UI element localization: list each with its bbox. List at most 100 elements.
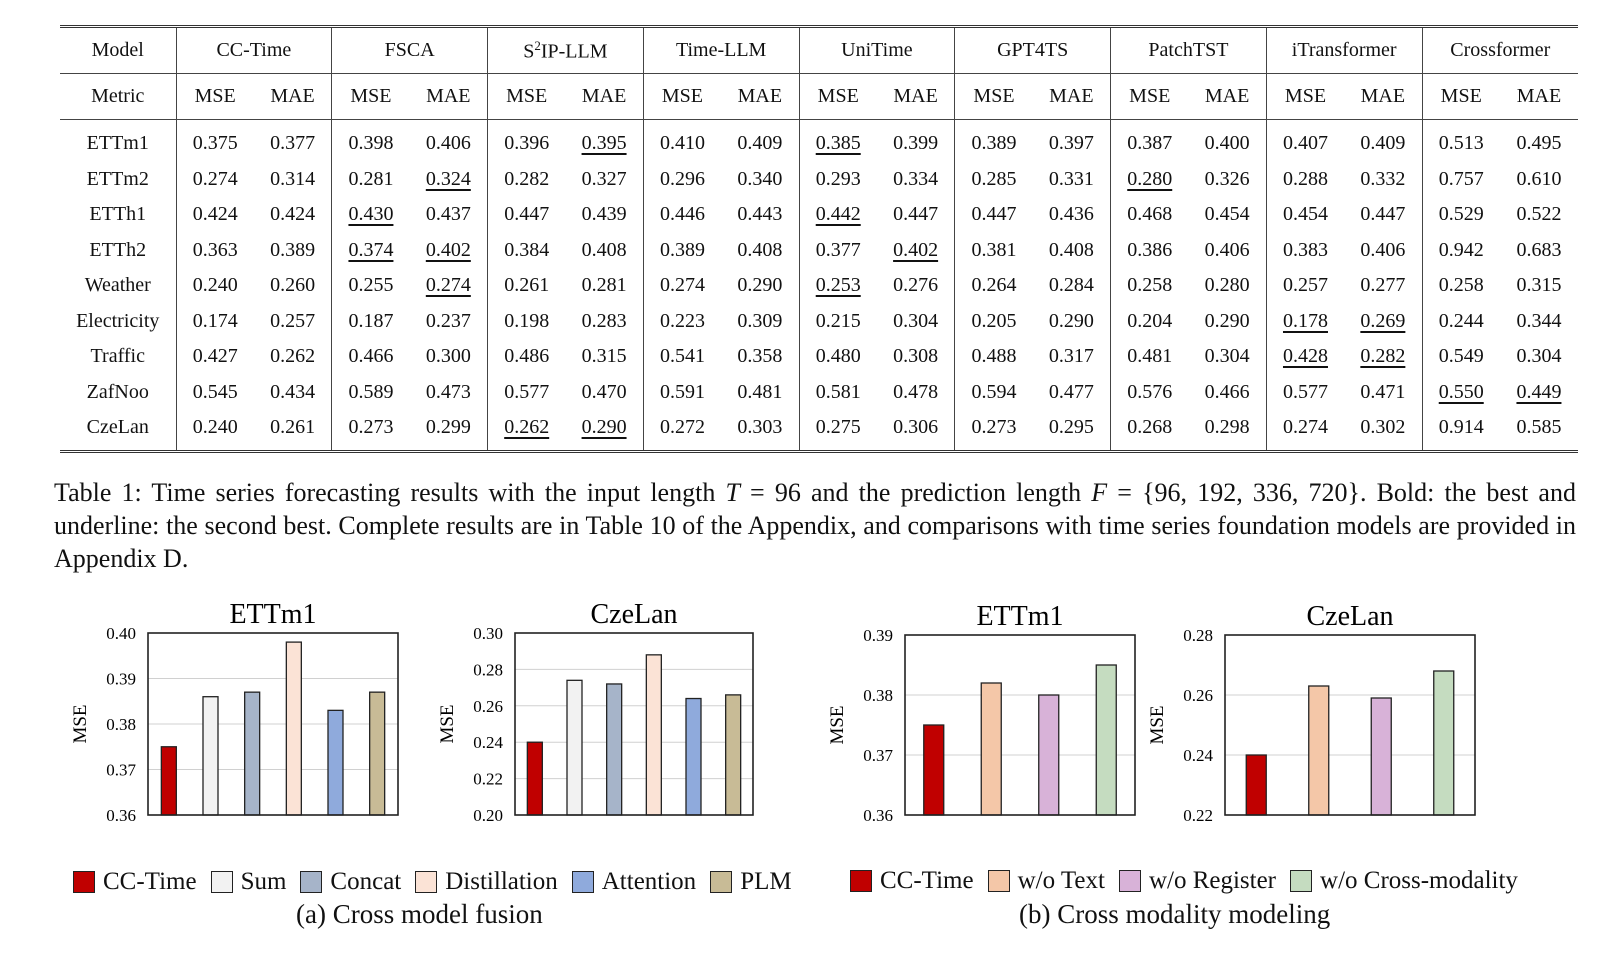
plot-frame [904,634,1136,816]
y-tick-label: 0.38 [106,715,136,734]
table-cell: 0.309 [721,303,800,339]
caption-math-t: T [725,478,740,507]
legend-label: Attention [601,868,697,895]
table-cell: 0.253 [815,274,861,297]
table-cell: 0.757 [1438,167,1484,190]
table-cell: 0.299 [409,410,488,451]
table-row: Weather 0.240 0.260 0.255 0.274 0.261 0.281 0.2… [60,268,1578,304]
y-axis-label: MSE [1147,705,1168,744]
table-cell: 0.283 [565,303,644,339]
table-cell: 0.486 [504,345,550,368]
table-cell: 0.257 [1282,274,1328,297]
legend-swatch [415,871,438,893]
table-cell: 0.296 [659,167,705,190]
bar-sum [566,679,583,816]
table-cell: 0.260 [253,268,333,304]
table-cell: 0.402 [409,232,488,268]
legend-swatch [300,871,323,893]
table-cell: 0.545 [192,380,238,403]
table-cell: 0.187 [348,309,394,332]
table-cell: 0.381 [971,238,1017,261]
table-cell: 0.308 [876,339,956,375]
table-cell: 0.424 [253,197,333,233]
table-cell: 0.280 [1188,268,1267,304]
table-cell: 0.327 [565,161,644,197]
table-cell: 0.326 [1188,161,1267,197]
table-cell: 0.277 [1344,268,1423,304]
table-cell: 0.387 [1127,132,1173,155]
y-tick-label: 0.20 [473,806,503,825]
table-cell: 0.375 [192,132,238,155]
legend-swatch [710,871,733,893]
table-cell: 0.409 [721,119,800,162]
table-cell: 0.204 [1127,309,1173,332]
table-cell: 0.683 [1516,238,1562,261]
table-cell: 0.443 [721,197,800,233]
table-cell: 0.427 [192,345,238,368]
table-cell: 0.282 [1344,339,1423,375]
table-cell: 0.274 [1282,416,1328,439]
table-cell: 0.240 [192,274,238,297]
bar-w-o-register [1370,697,1392,816]
bar-w-o-text [1308,685,1330,816]
table-cell: 0.363 [192,238,238,261]
table-cell: 0.406 [1188,232,1267,268]
table-row: ETTh2 0.363 0.389 0.374 0.402 0.384 0.408 0.389… [60,232,1578,268]
caption-math-f: F [1091,478,1108,507]
table-cell: 0.480 [815,345,861,368]
legend-swatch [1118,870,1141,892]
legend-swatch [850,870,872,892]
table-cell: 0.529 [1438,203,1484,226]
metric-header-mse: MSE [487,73,566,120]
bar-concat [244,691,261,816]
metric-label: Metric [60,73,177,120]
table-cell: 0.334 [876,161,956,197]
table-cell: 0.471 [1344,374,1423,410]
dataset-name: ETTm2 [60,161,177,197]
model-header: iTransformer [1266,26,1423,74]
table-cell: 0.522 [1516,203,1562,226]
table-cell: 0.402 [876,232,956,268]
table-cell: 0.340 [721,161,800,197]
table-body: ETTm1 0.375 0.377 0.398 0.406 0.396 0.395 0.410… [60,119,1578,451]
legend-modality: CC-Time w/o Text w/o Register w/o Cross-mod… [850,867,1532,895]
y-tick-label: 0.26 [473,697,503,716]
table-cell: 0.285 [971,167,1017,190]
table-cell: 0.276 [876,268,956,304]
legend-item: Attention [571,868,697,896]
model-header: CC-Time [176,26,333,74]
table-cell: 0.237 [409,303,488,339]
table-cell: 0.398 [348,132,394,155]
table-row: Electricity 0.174 0.257 0.187 0.237 0.198 0.28… [60,303,1578,339]
table-cell: 0.261 [504,274,550,297]
table-cell: 0.290 [721,268,800,304]
dataset-name: Weather [60,268,177,304]
legend-swatch [987,870,1010,892]
legend-item: w/o Cross-modality [1290,867,1518,895]
table-cell: 0.205 [971,309,1017,332]
table-cell: 0.302 [1344,410,1423,451]
table-cell: 0.386 [1127,238,1173,261]
table-cell: 0.300 [409,339,488,375]
table-cell: 0.478 [876,374,956,410]
chart-czelan-modality: CzeLan 0.22 0.24 0.26 0.28 MSE [1147,601,1476,825]
table-cell: 0.585 [1516,416,1562,439]
metric-header-mse: MSE [643,73,722,120]
table-cell: 0.406 [1344,232,1423,268]
table-cell: 0.549 [1438,345,1484,368]
table-cell: 0.315 [565,339,644,375]
table-cell: 0.447 [971,203,1017,226]
table-cell: 0.215 [815,309,861,332]
metric-header-mae: MAE [565,73,644,120]
y-tick-label: 0.22 [473,770,503,789]
table-cell: 0.577 [1282,380,1328,403]
y-tick-label: 0.28 [473,660,503,679]
table-cell: 0.396 [504,132,550,155]
model-header-row: Model CC-Time FSCA S2IP-LLM Time-LLM UniTime… [60,26,1578,74]
table-cell: 0.281 [565,268,644,304]
table-cell: 0.454 [1188,197,1267,233]
table-cell: 0.261 [253,410,333,451]
table-cell: 0.315 [1516,274,1562,297]
table-cell: 0.262 [504,416,550,439]
metric-header-mae: MAE [1188,73,1267,120]
